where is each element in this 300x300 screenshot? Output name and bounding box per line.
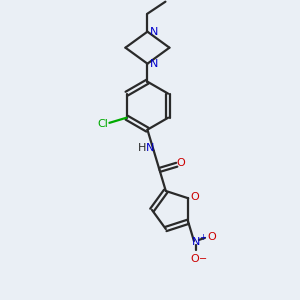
Text: H: H xyxy=(138,143,146,153)
Text: O: O xyxy=(176,158,185,168)
Text: Cl: Cl xyxy=(97,119,108,129)
Text: O: O xyxy=(191,192,200,202)
Text: N: N xyxy=(150,27,159,37)
Text: −: − xyxy=(199,254,207,264)
Text: O: O xyxy=(190,254,199,264)
Text: N: N xyxy=(146,143,154,153)
Text: N: N xyxy=(192,237,200,247)
Text: N: N xyxy=(150,59,159,69)
Text: +: + xyxy=(200,233,206,242)
Text: O: O xyxy=(208,232,216,242)
